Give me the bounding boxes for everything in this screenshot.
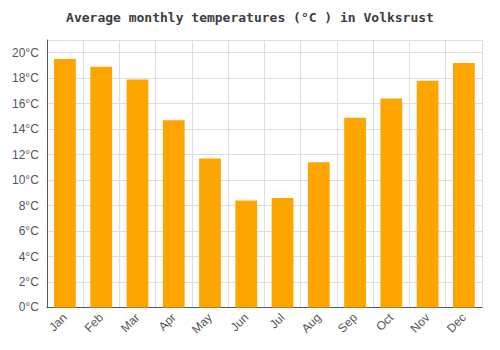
svg-text:Oct: Oct [373, 310, 397, 334]
svg-text:6°C: 6°C [19, 224, 39, 238]
svg-text:Jun: Jun [228, 311, 252, 335]
svg-text:Apr: Apr [156, 311, 179, 334]
svg-text:2°C: 2°C [19, 275, 39, 289]
svg-text:Average monthly temperatures (: Average monthly temperatures (°C ) in Vo… [66, 10, 434, 25]
svg-text:Dec: Dec [444, 311, 469, 336]
svg-text:0°C: 0°C [19, 300, 39, 314]
svg-text:Sep: Sep [335, 310, 360, 335]
svg-text:10°C: 10°C [12, 173, 39, 187]
svg-text:20°C: 20°C [12, 46, 39, 60]
svg-text:8°C: 8°C [19, 199, 39, 213]
svg-text:16°C: 16°C [12, 97, 39, 111]
svg-text:14°C: 14°C [12, 122, 39, 136]
svg-text:12°C: 12°C [12, 148, 39, 162]
svg-text:Jan: Jan [46, 311, 70, 335]
svg-text:May: May [189, 311, 215, 337]
svg-text:Feb: Feb [82, 310, 107, 335]
svg-text:Nov: Nov [408, 311, 433, 336]
svg-text:Mar: Mar [118, 311, 143, 335]
svg-text:4°C: 4°C [19, 250, 39, 264]
svg-text:18°C: 18°C [12, 71, 39, 85]
svg-text:Aug: Aug [299, 311, 324, 336]
svg-text:Jul: Jul [267, 311, 288, 332]
